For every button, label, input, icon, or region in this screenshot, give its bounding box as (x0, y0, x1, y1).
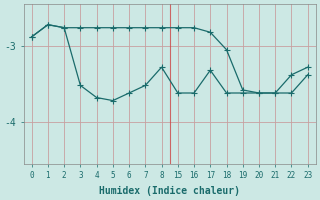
X-axis label: Humidex (Indice chaleur): Humidex (Indice chaleur) (99, 186, 240, 196)
